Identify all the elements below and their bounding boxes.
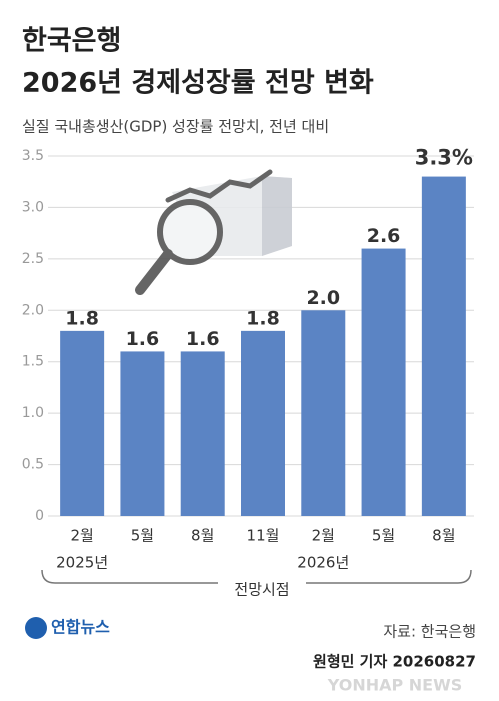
bar	[241, 330, 285, 516]
logo-icon	[25, 617, 47, 639]
bar	[180, 351, 225, 516]
bar	[120, 351, 165, 516]
bar	[301, 310, 346, 516]
x-group-label: 2026년	[297, 554, 349, 572]
logo: 연합뉴스	[51, 618, 110, 637]
x-tick-label: 2월	[70, 527, 93, 545]
data-label: 1.6	[126, 328, 160, 350]
chart-title-line2: 2026년 경제성장률 전망 변화	[22, 68, 374, 99]
y-tick-label: 1.5	[22, 354, 44, 370]
watermark: YONHAP NEWS	[327, 676, 463, 695]
y-tick-label: 3.0	[22, 199, 44, 215]
illustration	[135, 169, 292, 295]
x-tick-label: 5월	[131, 527, 154, 545]
y-tick-label: 0	[35, 508, 44, 524]
bar	[421, 176, 466, 517]
data-label: 2.6	[367, 225, 401, 247]
chart-title: 한국은행	[22, 26, 121, 57]
data-label: 1.8	[246, 307, 280, 329]
data-label: 3.3%	[415, 146, 473, 170]
x-tick-label: 8월	[432, 527, 455, 545]
x-tick-label: 5월	[372, 527, 395, 545]
y-tick-label: 0.5	[22, 457, 44, 473]
x-tick-label: 2월	[312, 527, 335, 545]
x-group-label: 2025년	[56, 554, 108, 572]
y-tick-label: 1.0	[22, 405, 44, 421]
data-label: 2.0	[306, 287, 340, 309]
source: 자료: 한국은행	[383, 623, 476, 641]
bar	[361, 248, 406, 517]
data-label: 1.6	[186, 328, 220, 350]
x-axis-label: 전망시점	[234, 581, 289, 599]
bar	[60, 330, 105, 516]
data-label: 1.8	[65, 307, 99, 329]
x-tick-label: 11월	[247, 527, 280, 545]
plot-area: 0 0.5 1.0 1.5 2.0 2.5 3.0 3.5 1.8 2월 2025년 1.6 5월 1.6…	[22, 146, 474, 572]
y-tick-label: 2.5	[22, 251, 44, 267]
y-tick-label: 2.0	[22, 302, 44, 318]
y-tick-label: 3.5	[22, 148, 44, 164]
x-label-bg	[218, 580, 306, 596]
credit: 원형민 기자 20260827	[313, 653, 476, 671]
x-tick-label: 8월	[191, 527, 214, 545]
chart-subtitle: 실질 국내총생산(GDP) 성장률 전망치, 전년 대비	[22, 118, 329, 136]
